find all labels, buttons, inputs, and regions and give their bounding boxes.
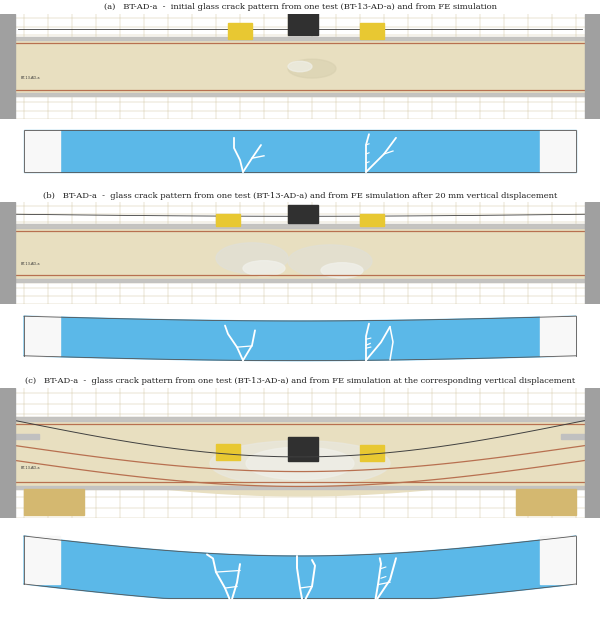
Ellipse shape [243, 261, 285, 276]
Bar [360, 214, 384, 227]
Polygon shape [15, 436, 585, 496]
Ellipse shape [288, 61, 312, 72]
Ellipse shape [321, 263, 363, 278]
Bar [24, 317, 60, 356]
Polygon shape [24, 536, 576, 598]
Bar [24, 489, 84, 516]
Bar [15, 417, 585, 489]
Ellipse shape [210, 440, 390, 486]
Bar [15, 279, 585, 282]
Ellipse shape [216, 243, 288, 273]
Bar [585, 14, 600, 119]
Bar [15, 485, 585, 489]
Polygon shape [24, 317, 576, 361]
Bar [15, 37, 585, 96]
Bar [24, 130, 60, 172]
Bar [516, 489, 576, 516]
Bar [216, 214, 240, 227]
Text: (a)   BT-AD-a  -  initial glass crack pattern from one test (BT-13-AD-a) and fro: (a) BT-AD-a - initial glass crack patter… [104, 3, 497, 11]
Bar [0, 14, 15, 119]
Bar [15, 92, 585, 96]
Bar [24, 130, 576, 172]
Bar [0, 202, 15, 304]
Bar [216, 444, 240, 460]
Ellipse shape [246, 447, 354, 480]
Bar [288, 12, 318, 35]
Ellipse shape [288, 59, 336, 78]
Text: BT-13-AD-a: BT-13-AD-a [21, 76, 41, 80]
Bar [540, 317, 576, 356]
Text: BT-13-AD-a: BT-13-AD-a [21, 465, 41, 469]
Bar [15, 37, 585, 40]
Bar [228, 24, 252, 39]
Bar [15, 225, 585, 227]
Bar [15, 433, 39, 438]
Ellipse shape [288, 245, 372, 277]
Bar [540, 130, 576, 172]
Bar [15, 417, 585, 421]
Bar [0, 388, 15, 518]
Bar [24, 130, 576, 172]
Text: (c)   BT-AD-a  -  glass crack pattern from one test (BT-13-AD-a) and from FE sim: (c) BT-AD-a - glass crack pattern from o… [25, 377, 575, 385]
Text: (b)   BT-AD-a  -  glass crack pattern from one test (BT-13-AD-a) and from FE sim: (b) BT-AD-a - glass crack pattern from o… [43, 191, 557, 200]
Bar [585, 202, 600, 304]
Bar [360, 445, 384, 460]
Text: BT-13-AD-a: BT-13-AD-a [21, 262, 41, 266]
Bar [561, 433, 585, 438]
Bar [585, 388, 600, 518]
Bar [288, 437, 318, 461]
Bar [24, 536, 60, 584]
Bar [360, 24, 384, 39]
Bar [540, 536, 576, 584]
Bar [15, 225, 585, 282]
Bar [288, 205, 318, 223]
